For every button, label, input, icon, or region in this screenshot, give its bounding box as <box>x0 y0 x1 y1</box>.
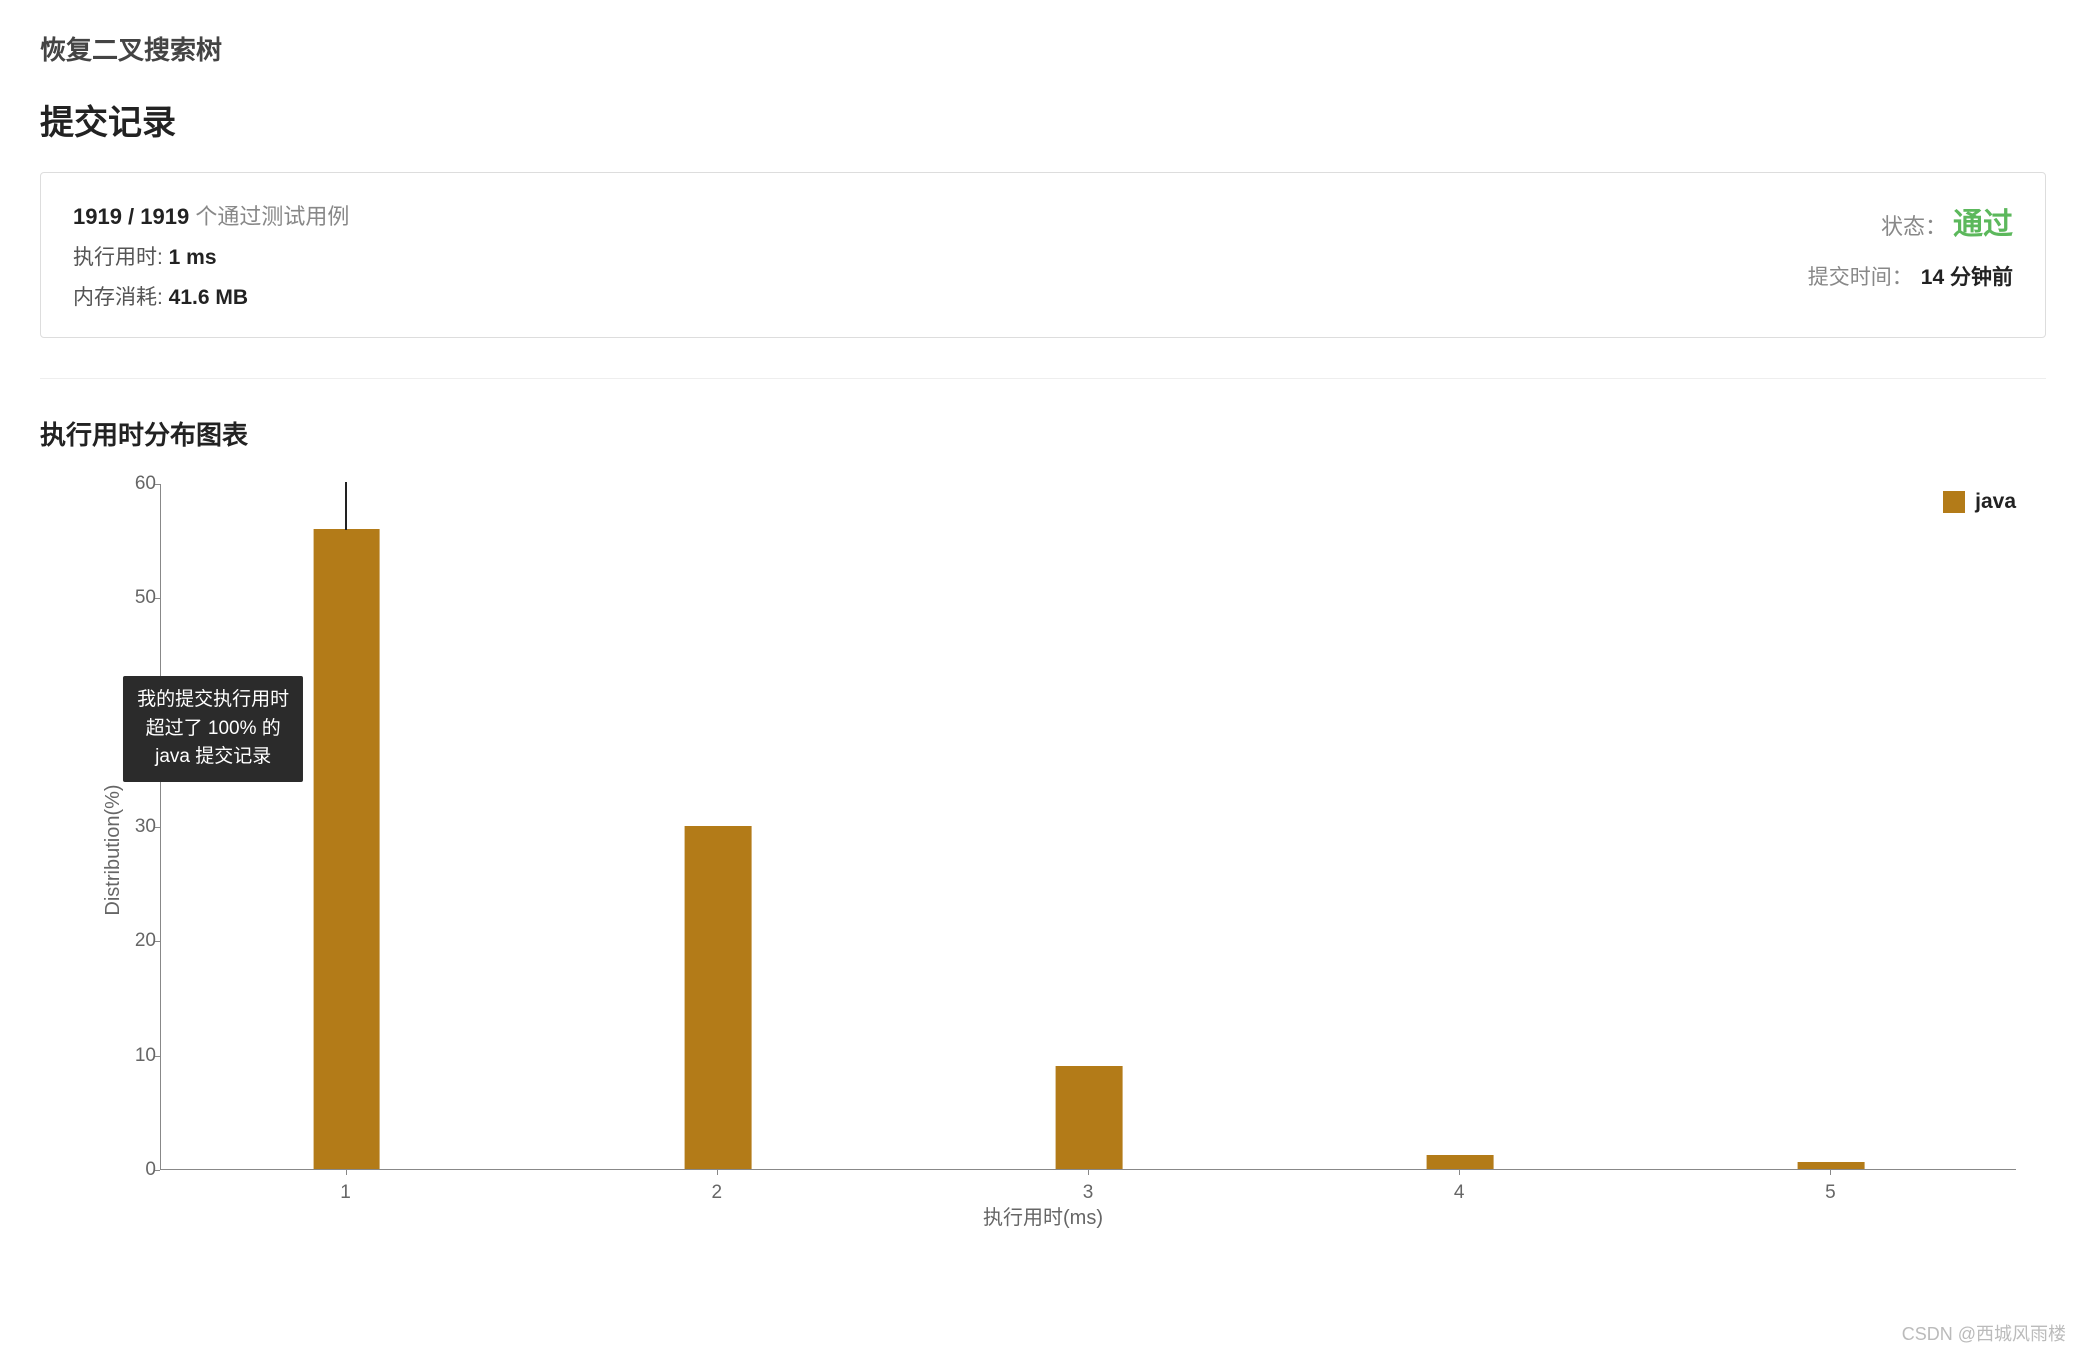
testcases-suffix: 个通过测试用例 <box>189 204 349 229</box>
chart-bar[interactable] <box>1056 1066 1123 1169</box>
summary-card: 1919 / 1919 个通过测试用例 执行用时: 1 ms 内存消耗: 41.… <box>40 172 2046 338</box>
ytick-label: 0 <box>120 1159 156 1181</box>
summary-right: 状态：通过 提交时间： 14 分钟前 <box>1808 199 2013 311</box>
xtick-label: 5 <box>1825 1182 1836 1204</box>
xtick-mark <box>1830 1170 1831 1175</box>
status-label: 状态： <box>1881 214 1947 239</box>
divider <box>40 378 2046 379</box>
summary-left: 1919 / 1919 个通过测试用例 执行用时: 1 ms 内存消耗: 41.… <box>73 199 349 311</box>
chart-bar[interactable] <box>684 826 751 1169</box>
ytick-mark <box>155 1170 160 1171</box>
page-title: 提交记录 <box>40 95 2046 144</box>
xtick-mark <box>1459 1170 1460 1175</box>
chart-xlabel: 执行用时(ms) <box>983 1201 1103 1230</box>
problem-title[interactable]: 恢复二叉搜索树 <box>40 30 2046 67</box>
watermark: CSDN @西城风雨楼 <box>1902 1320 2066 1346</box>
memory-line: 内存消耗: 41.6 MB <box>73 281 349 311</box>
memory-label: 内存消耗: <box>73 286 169 309</box>
status-value: 通过 <box>1953 208 2013 241</box>
testcases-count: 1919 / 1919 <box>73 204 189 229</box>
ytick-label: 20 <box>120 930 156 952</box>
xtick-mark <box>717 1170 718 1175</box>
chart-ylabel: Distribution(%) <box>102 784 125 915</box>
ytick-label: 10 <box>120 1045 156 1067</box>
ytick-label: 60 <box>120 473 156 495</box>
chart-tooltip: 我的提交执行用时超过了 100% 的java 提交记录 <box>123 676 303 782</box>
runtime-line: 执行用时: 1 ms <box>73 241 349 271</box>
xtick-mark <box>1088 1170 1089 1175</box>
submit-time-value: 14 分钟前 <box>1921 266 2013 289</box>
chart-bar[interactable] <box>313 529 380 1169</box>
xtick-label: 1 <box>340 1182 351 1204</box>
ytick-mark <box>155 941 160 942</box>
runtime-value: 1 ms <box>169 246 217 269</box>
chart-plot-area <box>160 484 2016 1170</box>
status-line: 状态：通过 <box>1881 199 2013 243</box>
submit-time-label: 提交时间： <box>1808 266 1913 289</box>
submit-time-line: 提交时间： 14 分钟前 <box>1808 261 2013 291</box>
chart-bar[interactable] <box>1427 1155 1494 1169</box>
chart-title: 执行用时分布图表 <box>40 415 2046 452</box>
chart-bar[interactable] <box>1798 1162 1865 1169</box>
memory-value: 41.6 MB <box>169 286 248 309</box>
xtick-mark <box>346 1170 347 1175</box>
ytick-mark <box>155 827 160 828</box>
testcases-line: 1919 / 1919 个通过测试用例 <box>73 199 349 231</box>
ytick-mark <box>155 484 160 485</box>
ytick-mark <box>155 1056 160 1057</box>
xtick-label: 2 <box>712 1182 723 1204</box>
ytick-label: 50 <box>120 587 156 609</box>
runtime-distribution-chart: Distribution(%) 执行用时(ms) java 0102030405… <box>40 470 2046 1230</box>
ytick-mark <box>155 598 160 599</box>
ytick-label: 30 <box>120 816 156 838</box>
xtick-label: 3 <box>1083 1182 1094 1204</box>
runtime-label: 执行用时: <box>73 246 169 269</box>
xtick-label: 4 <box>1454 1182 1465 1204</box>
chart-marker-line <box>345 482 347 530</box>
